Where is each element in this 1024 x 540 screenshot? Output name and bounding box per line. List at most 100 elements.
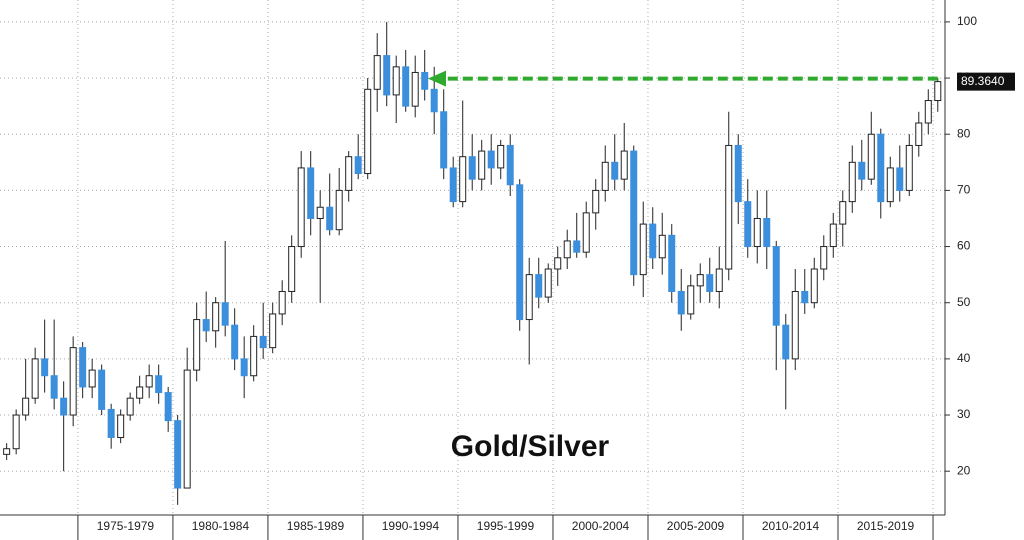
candle-body [848, 161, 856, 203]
candle-body [744, 201, 752, 248]
candle [782, 313, 790, 410]
candle-body [924, 100, 932, 124]
candle-body [421, 71, 429, 90]
candle-body [877, 133, 885, 203]
candle-body [335, 189, 343, 231]
candle [753, 190, 761, 264]
candle-body [269, 313, 277, 349]
y-tick-label: 80 [957, 126, 971, 140]
candle [934, 78, 942, 112]
candle-body [820, 246, 828, 270]
candle [79, 342, 87, 399]
candle [668, 224, 676, 303]
candle-body [677, 290, 685, 315]
candle-body [563, 240, 571, 259]
candle [3, 443, 11, 460]
candle-body [468, 156, 476, 180]
candle-body [278, 290, 286, 315]
candle-body [867, 133, 875, 180]
candle-body [259, 335, 267, 349]
candle [630, 145, 638, 286]
candle-body [240, 358, 248, 377]
x-period-label: 1990-1994 [382, 519, 440, 533]
candle [354, 134, 362, 180]
candle [573, 212, 581, 258]
candle-body [753, 217, 761, 248]
candle-body [250, 335, 258, 377]
candle [402, 49, 410, 112]
candle [801, 269, 809, 314]
candle [107, 403, 115, 449]
candle-body [430, 88, 438, 113]
candle-body [829, 223, 837, 248]
candle [649, 207, 657, 270]
y-tick-label: 60 [957, 239, 971, 253]
candle-body [497, 144, 505, 169]
candle [487, 134, 495, 185]
candle [421, 49, 429, 101]
candle-body [364, 88, 372, 175]
candle [297, 151, 305, 258]
candle-body [535, 274, 543, 298]
candle [392, 55, 400, 123]
candle-body [22, 397, 30, 416]
candle [582, 201, 590, 258]
candle-body [516, 184, 524, 321]
candle [240, 336, 248, 399]
candle-body [326, 206, 334, 231]
candle-body [354, 156, 362, 175]
candle [820, 235, 828, 281]
candle-body [696, 274, 704, 287]
candle-body [440, 111, 448, 169]
candle [69, 336, 77, 427]
candle-body [402, 66, 410, 107]
candle-body [383, 55, 391, 96]
candle [459, 100, 467, 208]
candle [88, 358, 96, 399]
candle [791, 269, 799, 371]
x-period-label: 2010-2014 [762, 519, 820, 533]
candle-body [544, 268, 552, 298]
annotation: Gold/Silver [451, 430, 610, 463]
candle [924, 89, 932, 135]
candle [535, 257, 543, 309]
candle [411, 55, 419, 118]
candle-body [145, 375, 153, 388]
candle-body [12, 414, 20, 450]
x-period-label: 1985-1989 [287, 519, 345, 533]
candle [639, 201, 647, 298]
candle [905, 134, 913, 197]
candle [734, 134, 742, 225]
candle-body [791, 290, 799, 360]
candle-body [60, 397, 68, 416]
candle-body [88, 369, 96, 388]
candle [259, 302, 267, 359]
candle-body [221, 302, 229, 326]
candle [193, 302, 201, 382]
candle [896, 145, 904, 202]
last-value-box [957, 72, 1015, 91]
candle [744, 179, 752, 258]
candle [212, 297, 220, 348]
candle [364, 78, 372, 180]
candle-body [117, 414, 125, 438]
candle-body [601, 161, 609, 191]
candle [592, 179, 600, 230]
candle [440, 89, 448, 180]
candle [98, 364, 106, 416]
candle-body [687, 285, 695, 315]
candle [677, 269, 685, 331]
candle [848, 145, 856, 213]
candle [126, 392, 134, 421]
x-period-label: 1980-1984 [192, 519, 250, 533]
y-tick-label: 30 [957, 407, 971, 421]
candle [763, 190, 771, 270]
candle [335, 167, 343, 236]
candle [288, 235, 296, 303]
candle-body [3, 448, 11, 455]
candle-body [487, 150, 495, 169]
overlay: 89.3640 [428, 70, 1015, 91]
candle-body [905, 144, 913, 191]
candle [554, 246, 562, 286]
